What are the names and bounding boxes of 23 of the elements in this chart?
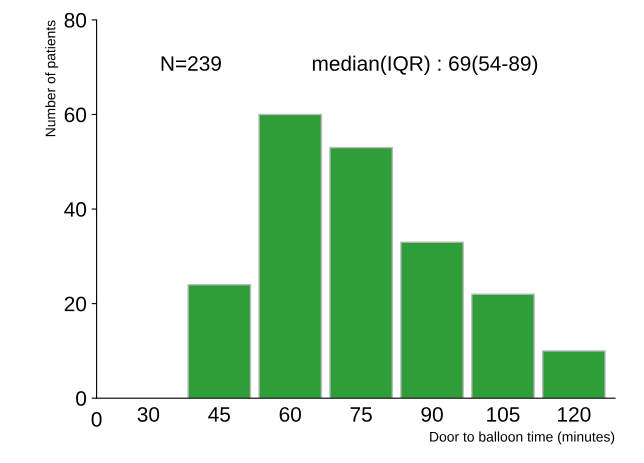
x-axis-title: Door to balloon time (minutes) (430, 431, 614, 444)
y-tick-label: 60 (64, 107, 86, 122)
bar (329, 146, 394, 398)
bar (542, 350, 606, 398)
x-tick-label: 120 (558, 407, 590, 422)
annotation: median(IQR) : 69(54-89) (312, 56, 538, 75)
x-tick-label: 60 (280, 407, 301, 422)
bar (187, 284, 252, 398)
y-tick-label: 40 (64, 202, 86, 217)
x-tick-label: 30 (138, 407, 160, 422)
y-tick-label: 80 (64, 12, 86, 28)
text: 0 (92, 412, 102, 427)
x-tick-label: 90 (421, 407, 443, 422)
x-tick-label: 45 (208, 407, 230, 422)
y-axis-title: Number of patients (45, 20, 58, 136)
annotation: N=239 (162, 56, 221, 71)
bar (471, 293, 535, 398)
bar (400, 241, 464, 398)
x-tick-label: 105 (487, 407, 520, 422)
y-tick-label: 20 (64, 296, 86, 312)
bar (258, 114, 322, 398)
x-tick-label: 75 (350, 407, 372, 422)
y-tick-label: 0 (76, 391, 86, 406)
